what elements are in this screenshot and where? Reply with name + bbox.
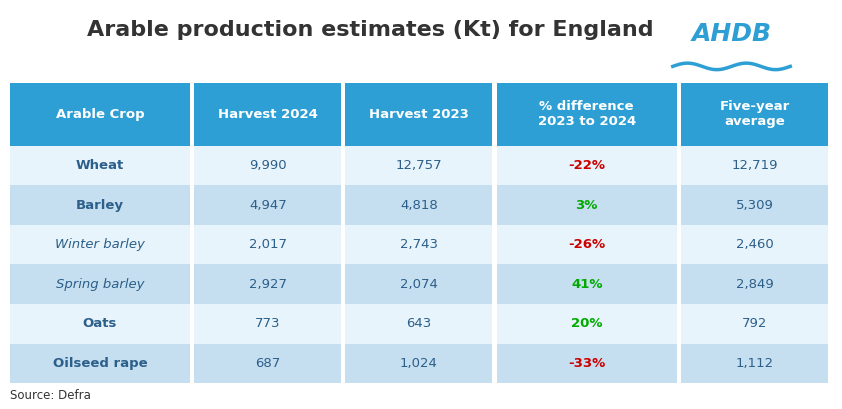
Bar — [681, 83, 828, 146]
Text: 20%: 20% — [571, 317, 603, 330]
Bar — [345, 185, 493, 225]
Text: Source: Defra: Source: Defra — [10, 389, 91, 402]
Text: 9,990: 9,990 — [249, 159, 286, 172]
Bar — [345, 264, 493, 304]
Bar — [195, 264, 341, 304]
Bar — [10, 185, 190, 225]
Bar — [195, 304, 341, 344]
Bar — [681, 146, 828, 185]
Bar — [10, 304, 190, 344]
Bar — [497, 344, 677, 383]
Bar — [10, 344, 190, 383]
Text: 12,719: 12,719 — [732, 159, 778, 172]
Text: 792: 792 — [742, 317, 767, 330]
Text: % difference
2023 to 2024: % difference 2023 to 2024 — [538, 100, 636, 128]
Text: 4,947: 4,947 — [249, 198, 287, 211]
Bar — [10, 264, 190, 304]
Bar — [195, 344, 341, 383]
Bar — [497, 225, 677, 264]
Text: -26%: -26% — [568, 238, 605, 251]
Text: Arable Crop: Arable Crop — [56, 108, 144, 121]
Bar — [345, 83, 493, 146]
Bar — [345, 344, 493, 383]
Bar — [195, 83, 341, 146]
Bar — [681, 185, 828, 225]
Text: 2,927: 2,927 — [249, 278, 287, 291]
Text: Wheat: Wheat — [76, 159, 124, 172]
Text: 5,309: 5,309 — [736, 198, 774, 211]
Text: Arable production estimates (Kt) for England: Arable production estimates (Kt) for Eng… — [88, 20, 654, 40]
Bar — [497, 146, 677, 185]
Bar — [345, 146, 493, 185]
Text: Oats: Oats — [83, 317, 117, 330]
Bar — [497, 304, 677, 344]
Bar — [195, 146, 341, 185]
Bar — [681, 304, 828, 344]
Text: 41%: 41% — [571, 278, 603, 291]
Bar — [497, 83, 677, 146]
Text: 643: 643 — [407, 317, 432, 330]
Text: 687: 687 — [255, 357, 280, 370]
Bar — [195, 225, 341, 264]
Bar — [681, 344, 828, 383]
Bar — [497, 185, 677, 225]
Text: 2,849: 2,849 — [736, 278, 774, 291]
Text: 1,112: 1,112 — [736, 357, 774, 370]
Text: 2,743: 2,743 — [400, 238, 438, 251]
Text: 773: 773 — [255, 317, 280, 330]
Text: -22%: -22% — [568, 159, 605, 172]
Text: 3%: 3% — [576, 198, 598, 211]
Text: Barley: Barley — [76, 198, 124, 211]
Bar — [681, 225, 828, 264]
Bar — [497, 264, 677, 304]
Text: 4,818: 4,818 — [400, 198, 438, 211]
Text: 12,757: 12,757 — [396, 159, 442, 172]
Bar — [195, 185, 341, 225]
Bar — [681, 264, 828, 304]
Text: AHDB: AHDB — [691, 22, 771, 46]
Text: Five-year
average: Five-year average — [719, 100, 790, 128]
Bar — [345, 304, 493, 344]
Text: Oilseed rape: Oilseed rape — [53, 357, 147, 370]
Bar — [10, 225, 190, 264]
Text: Harvest 2024: Harvest 2024 — [218, 108, 317, 121]
Text: Spring barley: Spring barley — [56, 278, 144, 291]
Text: Harvest 2023: Harvest 2023 — [369, 108, 469, 121]
Text: Winter barley: Winter barley — [55, 238, 145, 251]
Text: 1,024: 1,024 — [400, 357, 438, 370]
Text: 2,017: 2,017 — [249, 238, 287, 251]
Text: -33%: -33% — [568, 357, 605, 370]
Text: 2,460: 2,460 — [736, 238, 774, 251]
Text: 2,074: 2,074 — [400, 278, 438, 291]
Bar — [345, 225, 493, 264]
Bar — [10, 83, 190, 146]
Bar — [10, 146, 190, 185]
